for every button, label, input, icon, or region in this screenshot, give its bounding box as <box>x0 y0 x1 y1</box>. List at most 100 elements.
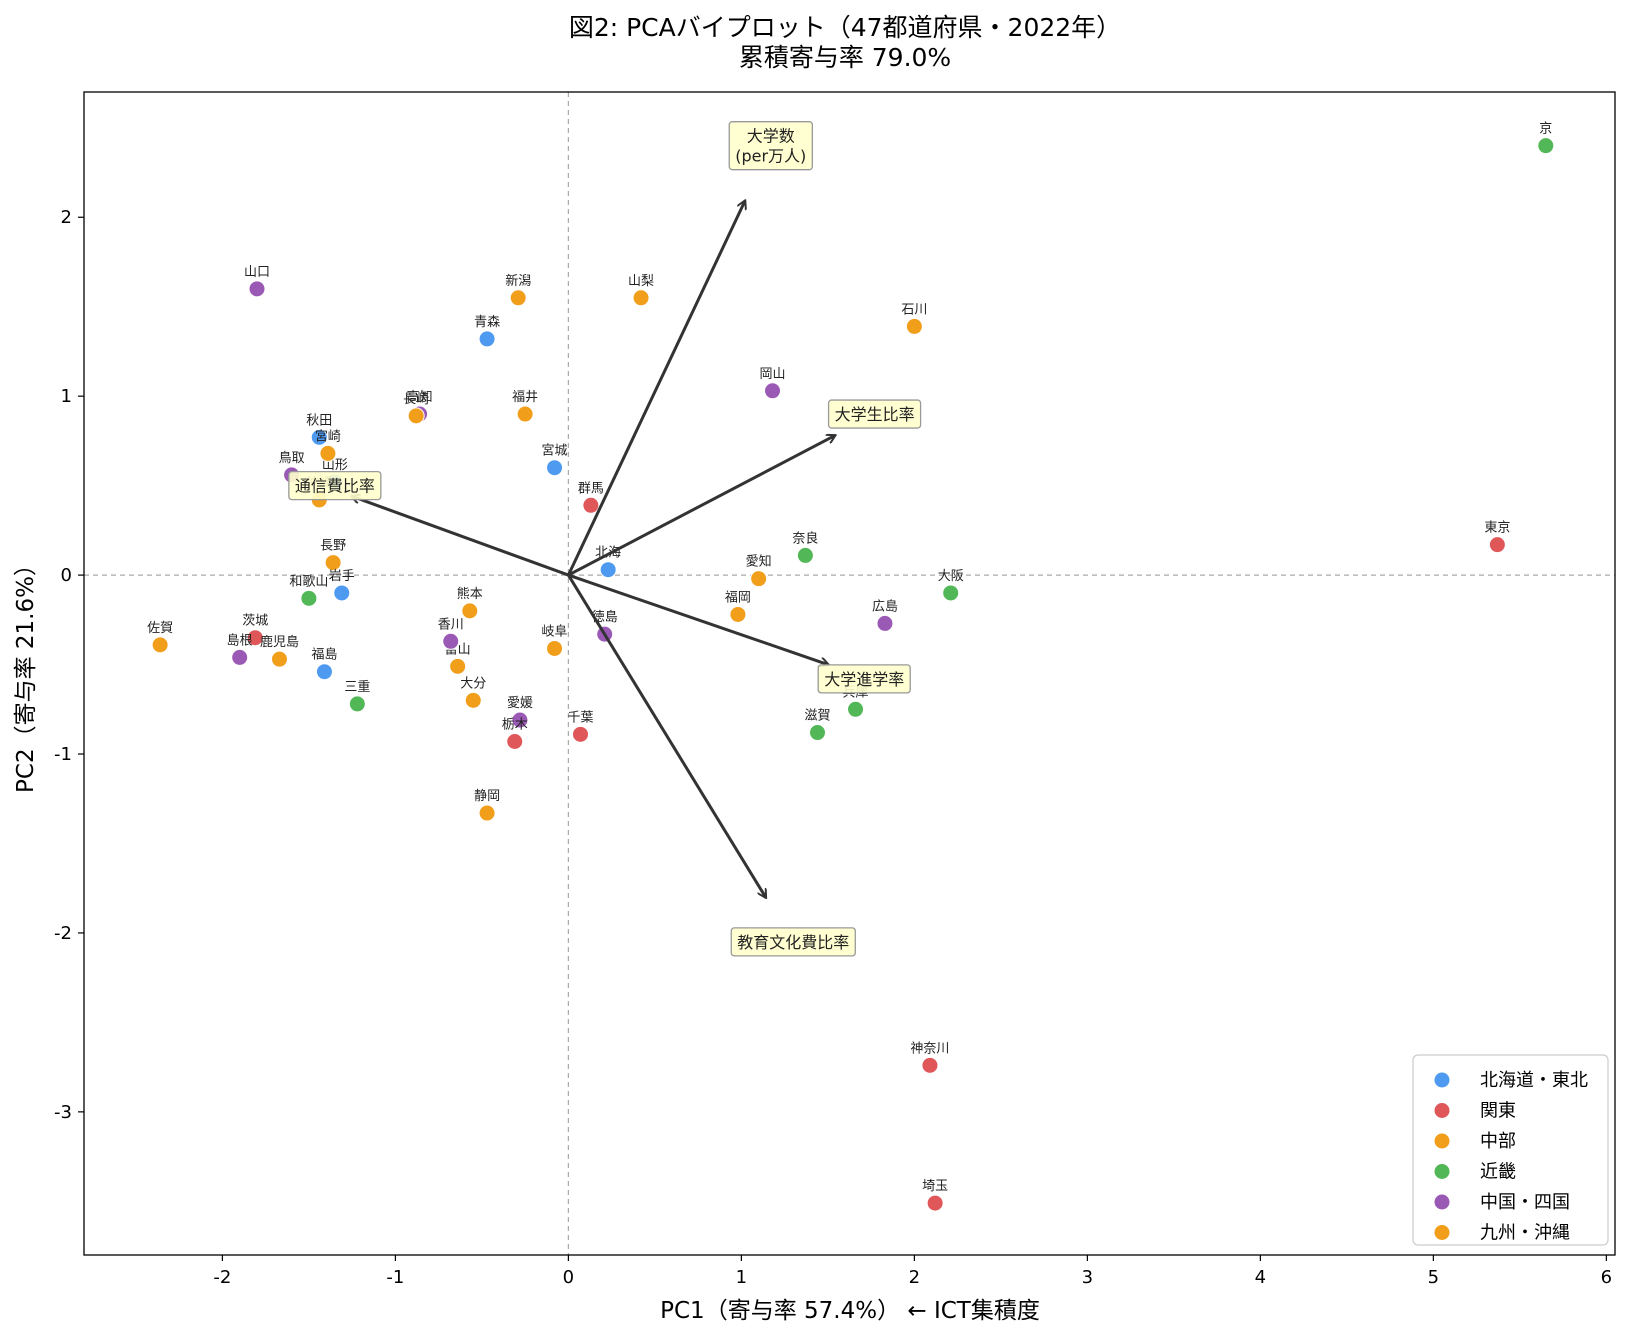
loading-arrow <box>567 573 827 664</box>
point-label: 石川 <box>901 302 927 317</box>
point-label: 高知 <box>407 389 433 405</box>
point-label: 新潟 <box>505 273 531 289</box>
data-point <box>571 725 589 743</box>
x-tick-label: 4 <box>1255 1267 1266 1288</box>
point-label: 大阪 <box>938 569 964 584</box>
chart-subtitle: 累積寄与率 79.0% <box>739 43 951 72</box>
point-label: 神奈川 <box>910 1041 949 1056</box>
data-point <box>464 691 482 709</box>
loading-label: 教育文化費比率 <box>730 927 856 957</box>
y-tick-label: 1 <box>61 386 72 407</box>
point-label: 栃木 <box>502 717 528 732</box>
data-point <box>449 657 467 675</box>
x-tick-label: 2 <box>909 1267 920 1288</box>
x-tick-label: 3 <box>1082 1267 1093 1288</box>
legend-label: 中国・四国 <box>1480 1192 1570 1213</box>
loading-label-text: 大学数 <box>747 127 795 146</box>
point-label: 鳥取 <box>279 451 305 466</box>
data-point <box>333 584 351 602</box>
plot-frame <box>83 91 1616 1256</box>
data-point <box>516 405 534 423</box>
legend-label: 北海道・東北 <box>1480 1070 1588 1091</box>
y-tick-label: -1 <box>54 744 72 765</box>
point-label: 滋賀 <box>804 709 830 724</box>
legend-label: 近畿 <box>1480 1162 1516 1183</box>
data-point <box>315 663 333 681</box>
loading-label-text: 大学進学率 <box>824 670 904 689</box>
point-label: 福島 <box>311 648 337 663</box>
data-point <box>506 732 524 750</box>
data-point <box>231 648 249 666</box>
point-label: 山梨 <box>628 274 654 289</box>
point-label: 秋田 <box>306 413 332 428</box>
y-axis-label: PC2（寄与率 21.6%） <box>13 553 39 793</box>
data-point <box>324 554 342 572</box>
data-point <box>599 561 617 579</box>
point-label: 島根 <box>227 633 253 648</box>
legend-label: 中部 <box>1480 1131 1516 1152</box>
loading-label-text: 大学生比率 <box>835 405 915 424</box>
point-label: 埼玉 <box>922 1179 948 1194</box>
point-label: 千葉 <box>567 710 593 725</box>
x-tick-label: -2 <box>213 1267 231 1288</box>
point-label: 宮崎 <box>315 428 341 444</box>
point-label: 広島 <box>872 599 898 614</box>
data-point <box>442 632 460 650</box>
point-label: 長野 <box>320 539 346 554</box>
data-point <box>248 280 266 298</box>
point-label: 青森 <box>474 315 500 330</box>
data-point <box>151 636 169 654</box>
legend-marker <box>1433 1102 1451 1119</box>
legend-marker <box>1433 1224 1451 1241</box>
loading-label-text: 教育文化費比率 <box>737 933 849 952</box>
point-label: 宮城 <box>542 443 568 459</box>
legend-label: 関東 <box>1480 1101 1516 1122</box>
legend-marker <box>1433 1071 1451 1089</box>
legend-marker <box>1433 1132 1451 1150</box>
data-point <box>300 589 318 607</box>
point-label: 山口 <box>244 265 270 280</box>
point-label: 香川 <box>438 617 464 632</box>
data-point <box>319 444 337 462</box>
data-point <box>1488 536 1506 554</box>
point-label: 静岡 <box>474 789 500 804</box>
loading-label-box <box>728 121 813 171</box>
data-point <box>461 602 479 620</box>
plot-area: 京東京神奈川埼玉石川岡山大阪広島兵庫滋賀奈良愛知福岡山梨北海徳島群馬千葉宮城岐阜… <box>84 92 1615 1255</box>
point-label: 愛媛 <box>507 696 533 711</box>
data-point <box>310 428 328 446</box>
loading-label-box <box>730 927 856 957</box>
point-label: 岡山 <box>760 367 786 382</box>
data-point <box>847 700 865 718</box>
data-point <box>348 695 366 713</box>
data-point <box>808 724 826 742</box>
point-label: 群馬 <box>578 481 604 496</box>
loading-label-text: 通信費比率 <box>295 477 375 496</box>
loading-label: 大学数(per万人) <box>728 121 813 171</box>
data-point <box>407 407 425 425</box>
point-label: 三重 <box>344 679 370 695</box>
loading-label: 通信費比率 <box>288 470 382 501</box>
data-point <box>750 570 768 588</box>
data-point <box>764 382 782 400</box>
data-point <box>942 584 960 602</box>
loading-label: 大学進学率 <box>817 664 911 694</box>
y-tick-label: 0 <box>61 565 72 586</box>
point-label: 和歌山 <box>289 574 328 589</box>
data-point <box>478 330 496 348</box>
y-tick-label: -3 <box>54 1102 72 1123</box>
legend-frame <box>1412 1054 1609 1246</box>
data-point <box>796 546 814 564</box>
point-label: 大分 <box>460 676 486 691</box>
legend-marker <box>1433 1193 1451 1211</box>
x-tick-label: 1 <box>736 1267 747 1288</box>
data-point <box>582 496 600 514</box>
loading-label-box <box>288 470 382 501</box>
point-label: 長崎 <box>403 392 429 407</box>
chart-title: 図2: PCAバイプロット（47都道府県・2022年） <box>569 13 1121 42</box>
data-point <box>921 1056 939 1074</box>
data-point <box>246 629 264 647</box>
point-label: 福岡 <box>725 590 751 605</box>
